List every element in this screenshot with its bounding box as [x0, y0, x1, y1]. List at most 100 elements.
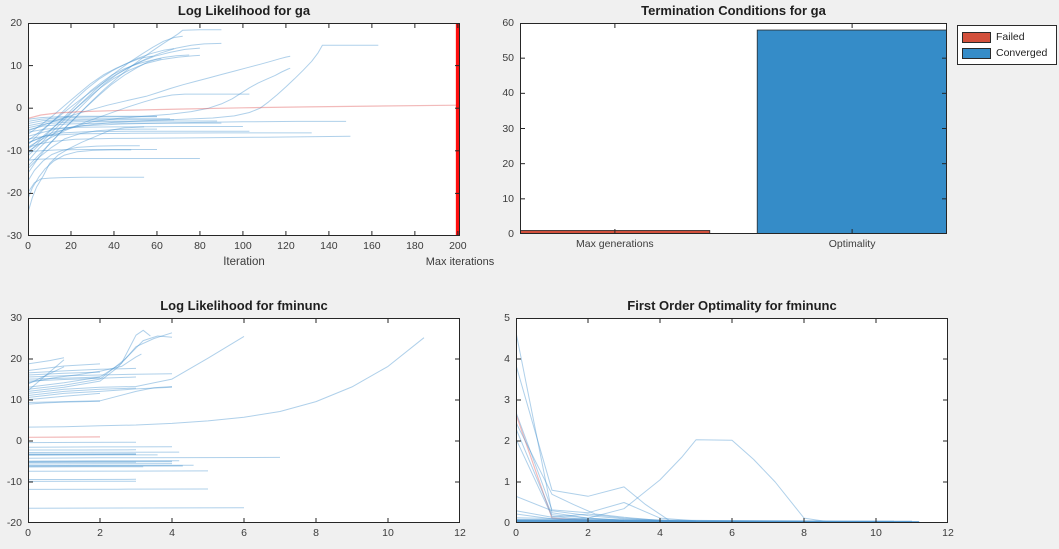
ga-log-likelihood-plot [27, 22, 460, 237]
y-tick-label: 40 [502, 87, 514, 100]
series-line-blue [27, 35, 183, 157]
series-line-blue [27, 118, 170, 124]
plot-title-ga-log-likelihood: Log Likelihood for ga [177, 3, 311, 18]
y-tick-label: 0 [16, 102, 22, 115]
y-tick-label: 0 [508, 228, 514, 240]
plot-title-fminunc-optimality: First Order Optimality for fminunc [627, 298, 837, 313]
series-line-blue [27, 371, 101, 376]
series-line-blue [515, 422, 661, 521]
max-iterations-annotation: Max iterations [425, 256, 495, 268]
fminunc-log-likelihood-canvas [27, 317, 461, 524]
bar-converged [756, 29, 948, 235]
fminunc-optimality-plot [515, 317, 949, 524]
x-tick-label: 8 [313, 527, 319, 539]
y-tick-label: 0 [504, 517, 510, 529]
y-tick-label: 20 [502, 157, 514, 170]
series-line-blue [27, 366, 65, 385]
series-line-blue [27, 363, 101, 371]
y-tick-label: 5 [504, 312, 510, 324]
y-tick-label: 2 [504, 435, 510, 447]
x-tick-label: 140 [320, 240, 338, 252]
legend: Failed Converged [957, 25, 1057, 65]
x-tick-label: 2 [585, 527, 591, 539]
series-line-blue [27, 29, 222, 167]
series-line-blue [27, 376, 137, 382]
x-tick-label: 20 [65, 240, 77, 252]
series-line-blue [27, 42, 222, 141]
y-tick-label: 1 [504, 476, 510, 488]
y-tick-label: 0 [16, 435, 22, 447]
series-line-blue [27, 386, 173, 403]
series-line-blue [27, 149, 132, 199]
legend-item-failed: Failed [962, 29, 1056, 45]
series-line-blue [27, 132, 312, 140]
series-line-blue [27, 48, 175, 146]
series-line-blue [515, 412, 697, 522]
series-line-blue [27, 116, 157, 122]
x-tick-label: 10 [870, 527, 882, 539]
fminunc-log-likelihood-plot [27, 317, 461, 524]
series-line-blue [27, 54, 190, 154]
series-line-blue [27, 357, 65, 365]
series-line-blue [27, 55, 153, 135]
ga-termination-bar-plot [519, 22, 948, 235]
series-line-blue [515, 495, 661, 522]
x-tick-label: 80 [194, 240, 206, 252]
series-line-blue [27, 332, 173, 392]
series-line-blue [27, 392, 101, 401]
series-line-blue [27, 126, 145, 213]
x-tick-label: 200 [449, 240, 467, 252]
axes-border [520, 23, 947, 234]
series-line-blue [27, 158, 200, 161]
series-line-blue [515, 428, 625, 521]
axes-background [516, 318, 948, 523]
series-line-blue [27, 130, 250, 144]
series-line-blue [27, 122, 222, 131]
x-tick-label: 60 [151, 240, 163, 252]
fminunc-optimality-canvas [515, 317, 949, 524]
y-tick-label: 20 [10, 353, 22, 365]
x-tick-label: 180 [406, 240, 424, 252]
axes-border [516, 318, 948, 523]
series-line-blue [27, 373, 173, 378]
series-line-blue [27, 329, 151, 388]
series-line-blue [27, 446, 173, 448]
series-line-blue [27, 47, 200, 162]
x-tick-label: 4 [169, 527, 175, 539]
x-tick-label: 0 [513, 527, 519, 539]
y-tick-label: -20 [6, 517, 22, 529]
series-line-blue [27, 126, 243, 133]
series-line-blue [27, 135, 351, 148]
y-tick-label: 10 [502, 192, 514, 205]
series-line-blue [27, 120, 347, 137]
series-line-blue [27, 359, 65, 391]
series-line-blue [27, 55, 291, 132]
axes-border [28, 318, 460, 523]
y-tick-label: -10 [6, 144, 22, 157]
y-tick-label: -20 [6, 187, 22, 200]
series-line-blue [27, 128, 157, 170]
series-line-blue [27, 456, 281, 459]
x-tick-label: Max generations [576, 238, 654, 250]
x-tick-label: 12 [454, 527, 466, 539]
x-tick-label: 40 [108, 240, 120, 252]
y-tick-label: -10 [6, 476, 22, 488]
series-line-blue [27, 337, 425, 428]
legend-item-converged: Converged [962, 45, 1056, 61]
converged-color-swatch [962, 47, 991, 59]
x-tick-label: 6 [241, 527, 247, 539]
series-line-blue [27, 58, 162, 174]
x-tick-label: 100 [234, 240, 252, 252]
series-line-blue [27, 67, 291, 148]
legend-label-converged: Converged [996, 47, 1048, 59]
x-tick-label: 2 [97, 527, 103, 539]
y-tick-label: 50 [502, 52, 514, 65]
series-line-blue [27, 115, 157, 120]
series-line-blue [27, 376, 101, 380]
x-tick-label: 8 [801, 527, 807, 539]
x-tick-label: 120 [277, 240, 295, 252]
series-line-blue [27, 119, 175, 127]
axes-border [28, 23, 460, 236]
y-tick-label: 4 [504, 353, 510, 365]
